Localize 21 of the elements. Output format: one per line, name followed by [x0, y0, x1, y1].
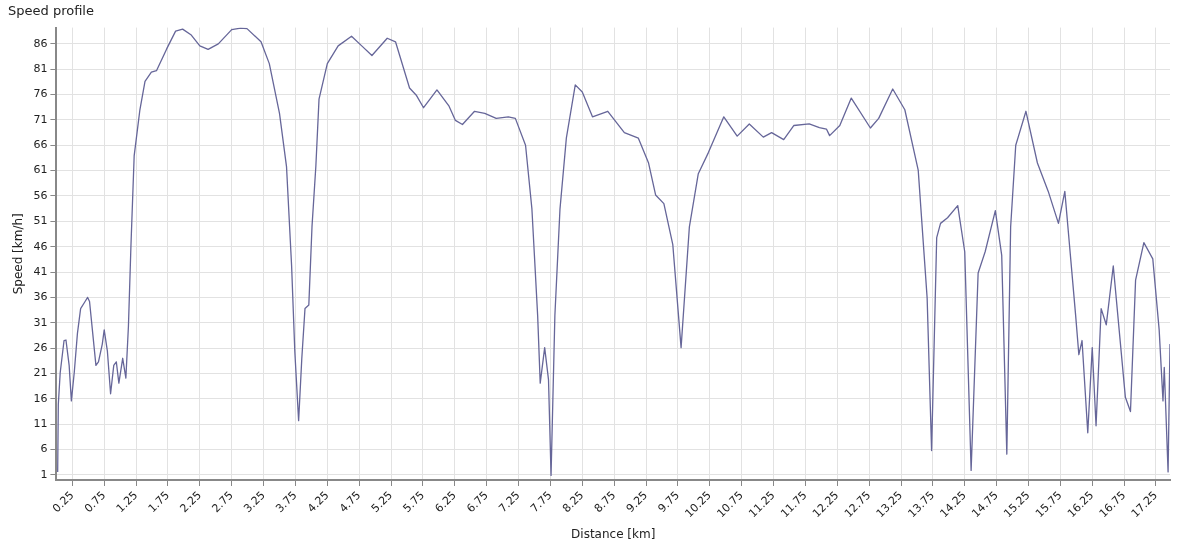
y-tick-label: 56	[33, 188, 48, 202]
y-tick-label: 66	[33, 138, 48, 152]
y-tick-label: 26	[33, 340, 48, 354]
y-tick-label: 21	[33, 366, 48, 380]
y-tick-label: 86	[33, 36, 48, 50]
y-tick-label: 16	[33, 391, 48, 405]
chart-title: Speed profile	[8, 3, 94, 19]
y-tick-label: 81	[33, 62, 48, 76]
y-tick-label: 61	[33, 163, 48, 177]
y-tick-label: 31	[33, 315, 48, 329]
x-axis-title: Distance [km]	[571, 526, 656, 541]
y-tick-label: 6	[40, 442, 48, 456]
y-tick-label: 1	[40, 467, 48, 481]
y-tick-label: 36	[33, 290, 48, 304]
y-tick-label: 11	[33, 417, 48, 431]
y-tick-label: 71	[33, 112, 48, 126]
y-tick-label: 51	[33, 214, 48, 228]
y-tick-label: 76	[33, 87, 48, 101]
y-axis-title: Speed [km/h]	[11, 213, 26, 295]
y-tick-label: 46	[33, 239, 48, 253]
y-tick-label: 41	[33, 264, 48, 278]
